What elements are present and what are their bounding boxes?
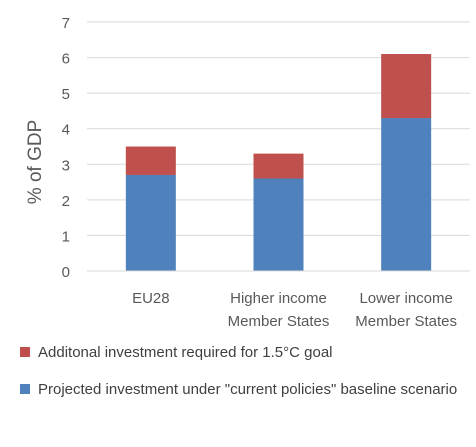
y-tick-label: 5 xyxy=(62,86,70,103)
y-tick-label: 1 xyxy=(62,228,70,245)
x-tick-label: Higher income xyxy=(230,290,327,307)
bar-segment-additional xyxy=(125,146,176,175)
bar-segment-projected xyxy=(125,174,176,271)
axes: 0 1 2 3 4 5 6 7 EU28 Higher income Member States Lo… xyxy=(62,15,470,330)
y-tick-label: 7 xyxy=(62,15,70,32)
x-tick-label: Lower income xyxy=(359,290,452,307)
y-axis-label: % of GDP xyxy=(25,120,46,204)
y-tick-label: 4 xyxy=(62,122,70,139)
bars xyxy=(125,54,432,272)
legend-label: Projected investment under "current poli… xyxy=(38,381,458,398)
bar-segment-additional xyxy=(253,153,304,179)
legend-swatch-blue xyxy=(20,384,30,394)
bar-segment-projected xyxy=(381,118,432,272)
bar-segment-additional xyxy=(381,54,432,119)
x-tick-label: Member States xyxy=(355,313,457,330)
stacked-bar-chart: 0 1 2 3 4 5 6 7 EU28 Higher income Member States Lo… xyxy=(25,15,470,330)
legend-item-additional-investment: Additonal investment required for 1.5°C … xyxy=(20,342,468,363)
y-tick-label: 6 xyxy=(62,51,70,68)
x-tick-label: Member States xyxy=(228,313,330,330)
y-tick-label: 0 xyxy=(62,264,70,281)
legend-label: Additonal investment required for 1.5°C … xyxy=(38,344,333,361)
y-tick-label: 2 xyxy=(62,193,70,210)
x-tick-label: EU28 xyxy=(132,290,170,307)
legend: Additonal investment required for 1.5°C … xyxy=(20,342,468,400)
y-tick-label: 3 xyxy=(62,157,70,174)
bar-segment-projected xyxy=(253,178,304,271)
legend-item-projected-investment: Projected investment under "current poli… xyxy=(20,379,468,400)
legend-swatch-red xyxy=(20,347,30,357)
